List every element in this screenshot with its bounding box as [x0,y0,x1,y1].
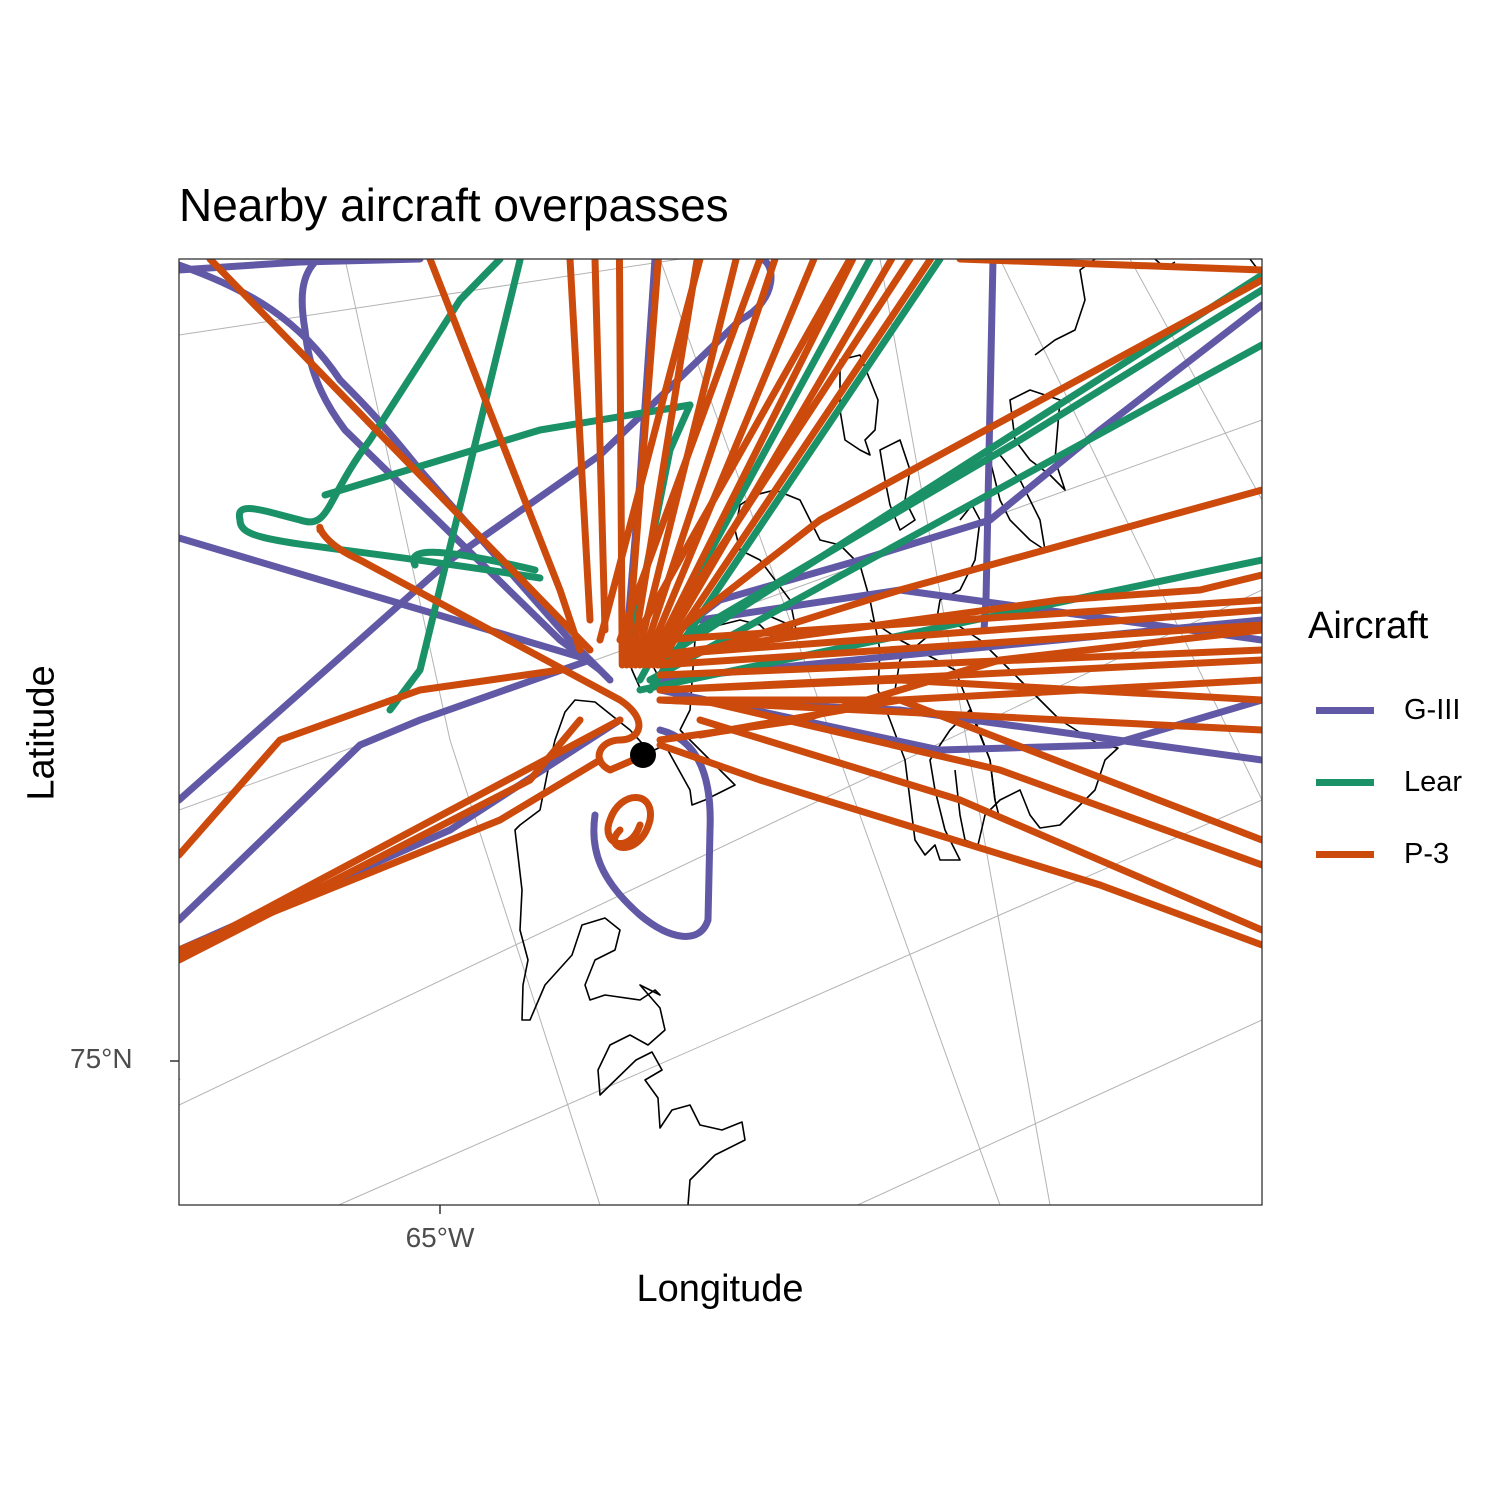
panel-border [178,258,1263,1206]
flight-track-lear [235,259,504,526]
x-tick-label: 65°W [405,1222,475,1253]
flight-track-p-3 [656,621,1262,669]
legend-item-g-iii: G-III [1308,674,1462,746]
flight-track-p-3 [604,794,654,851]
coastline-path [879,439,916,531]
legend-label-p-3: P-3 [1404,837,1450,870]
site-marker [630,742,656,768]
flight-track-p-3 [591,259,609,634]
flight-track-p-3 [426,259,584,654]
flight-tracks [179,259,1262,964]
flight-track-p-3 [696,676,1262,739]
flight-track-p-3 [623,259,662,669]
flight-track-p-3 [636,276,1262,664]
flight-track-p-3 [656,741,1262,949]
flight-track-p-3 [615,259,626,669]
legend-label-lear: Lear [1404,765,1463,798]
coastline-path [1009,389,1066,491]
flight-track-p-3 [627,259,701,669]
flight-track-g-iii [298,259,604,674]
flight-track-p-3 [179,716,584,964]
flight-track-lear [676,286,1262,644]
flight-track-p-3 [596,259,704,644]
flight-track-p-3 [640,259,818,669]
flight-track-p-3 [636,259,779,669]
flight-track-p-3 [649,259,896,669]
flight-track-p-3 [956,259,1262,274]
flight-track-lear [236,516,544,582]
flight-track-p-3 [632,259,740,669]
flight-track-lear [646,341,1262,684]
coastline-path [514,699,746,1205]
coastline-path [1034,259,1096,356]
flight-track-p-3 [654,259,935,669]
y-axis-title: Latitude [20,665,63,801]
graticule-line [179,589,1262,1106]
graticule-line [344,259,451,741]
flight-track-lear [321,401,694,499]
y-tick-label: 75°N [70,1043,133,1074]
legend-key-lear [1316,778,1374,786]
flight-track-p-3 [656,646,1262,679]
flight-track-p-3 [656,696,1262,734]
flight-track-p-3 [656,606,1262,659]
legend-key-p-3 [1316,850,1374,858]
graticule-line [879,259,1051,1205]
legend-item-p-3: P-3 [1308,818,1462,890]
flight-track-p-3 [656,676,1262,704]
flight-track-g-iii [179,656,594,924]
flight-track-p-3 [566,259,594,624]
flight-track-p-3 [656,486,1262,669]
flight-track-g-iii [179,259,775,804]
flight-track-p-3 [206,259,594,654]
legend-label-g-iii: G-III [1404,693,1461,726]
chart-title: Nearby aircraft overpasses [179,179,729,231]
graticule-line [856,1019,1262,1205]
flight-track-p-3 [696,716,1262,934]
legend-title: Aircraft [1308,605,1429,647]
legend-item-lear: Lear [1308,746,1462,818]
x-axis-title: Longitude [636,1268,804,1310]
legend-key-g-iii [1316,706,1374,714]
flight-track-p-3 [179,666,564,859]
flight-track-p-3 [316,523,649,774]
legend: Aircraft G-III Lear P-3 [1308,605,1462,890]
site-marker-layer [630,742,656,768]
flight-track-p-3 [656,596,1262,644]
flight-track-g-iii [179,534,594,664]
flight-track-p-3 [645,259,857,669]
